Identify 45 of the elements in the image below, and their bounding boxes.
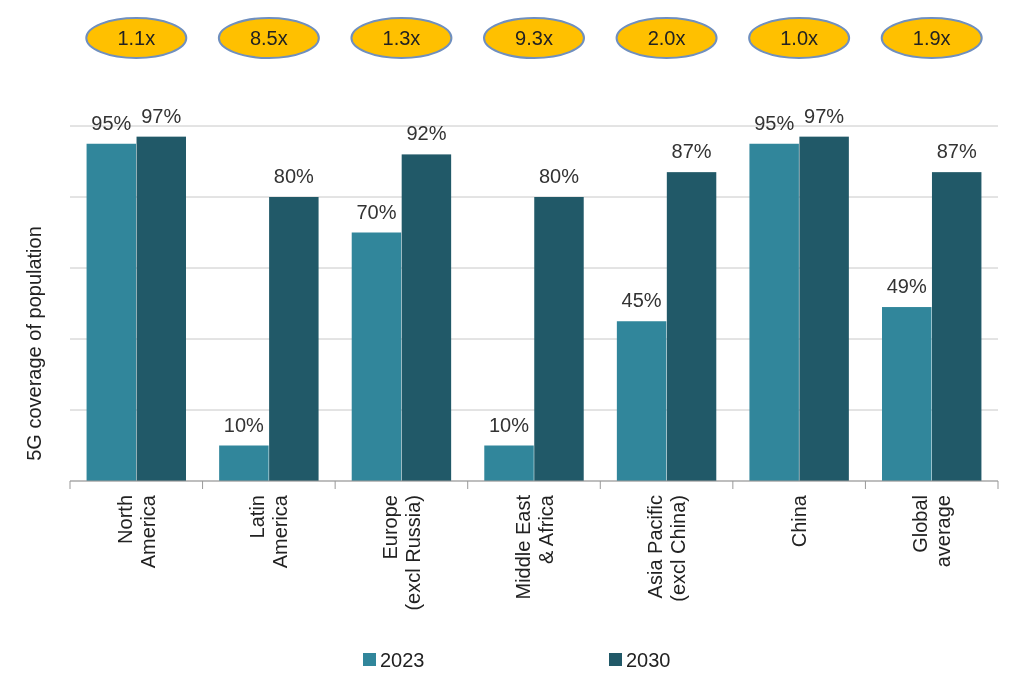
- bar: [351, 232, 402, 481]
- bar: [136, 136, 186, 481]
- data-label: 97%: [804, 104, 845, 127]
- text: 9.3x: [515, 27, 553, 49]
- data-label: 87%: [936, 140, 977, 163]
- x-tick-label: Middle East & Africa: [511, 494, 557, 600]
- text: 1.3x: [382, 27, 421, 49]
- data-label: 80%: [273, 165, 315, 187]
- x-tick-label: North America: [113, 494, 159, 569]
- bar: [219, 445, 269, 481]
- text: 1.1x: [117, 27, 156, 49]
- x-tick-label: Asia Pacific (excl China): [644, 495, 690, 602]
- data-label: 49%: [886, 275, 927, 298]
- bar: [401, 154, 452, 481]
- bar: [666, 172, 717, 481]
- data-label: 45%: [621, 289, 662, 312]
- legend-label: 2023: [380, 649, 425, 671]
- data-label: 80%: [538, 165, 580, 187]
- bar: [931, 172, 982, 481]
- bar: [534, 197, 584, 481]
- data-label: 97%: [141, 104, 182, 127]
- bar: [882, 307, 932, 481]
- legend-label: 2030: [626, 649, 671, 671]
- x-tick-label: China: [788, 494, 811, 548]
- text: 1.0x: [780, 27, 819, 49]
- data-label: 10%: [489, 413, 530, 436]
- x-tick-label: Europe (excl Russia): [378, 495, 424, 611]
- data-label: 95%: [754, 111, 795, 134]
- bar: [86, 143, 137, 481]
- data-label: 87%: [671, 140, 712, 163]
- text: 8.5x: [249, 27, 288, 49]
- x-tick-label: Latin America: [246, 494, 292, 569]
- text: 2.0x: [647, 27, 686, 49]
- y-axis-title: 5G coverage of population: [23, 226, 45, 461]
- data-label: 92%: [406, 122, 447, 145]
- bar: [484, 445, 534, 481]
- x-tick-label: Global average: [909, 495, 955, 568]
- data-label: 10%: [223, 413, 265, 436]
- bar: [799, 136, 849, 481]
- bar: [749, 143, 799, 481]
- bar: [616, 321, 667, 481]
- bar: [269, 197, 319, 481]
- data-label: 95%: [91, 111, 132, 134]
- text: 1.9x: [912, 27, 951, 49]
- data-label: 70%: [356, 200, 397, 223]
